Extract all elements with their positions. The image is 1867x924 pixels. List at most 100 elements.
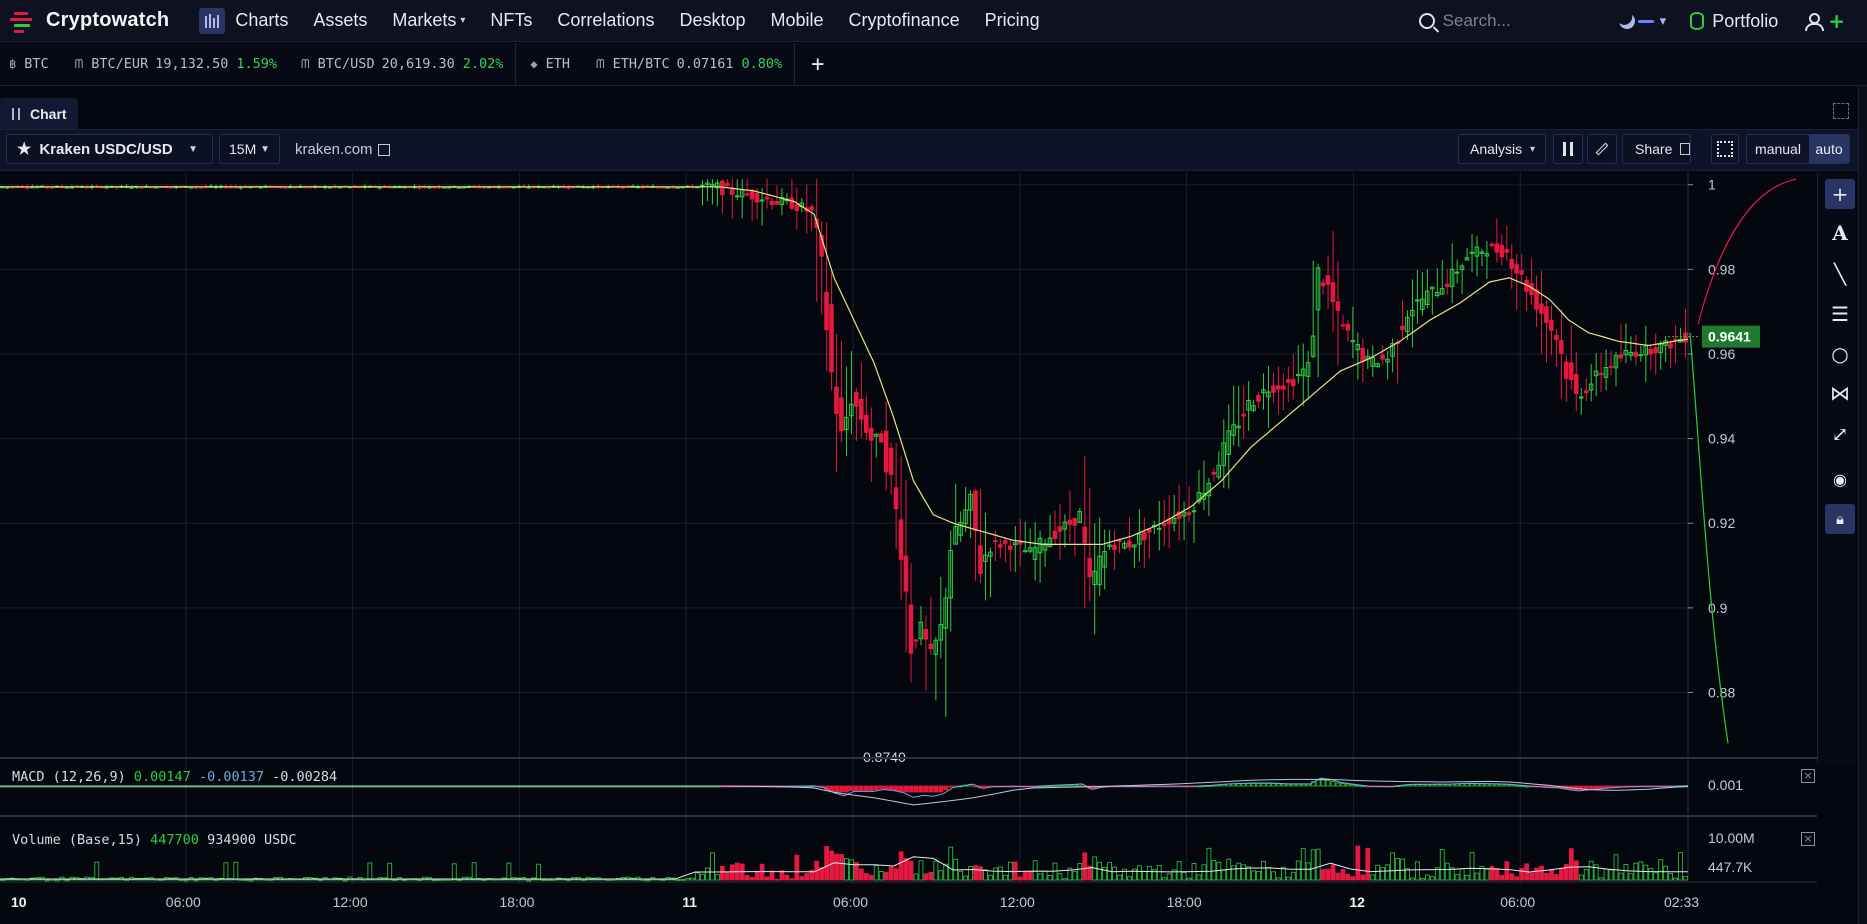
pitchfork-tool-icon[interactable]: ⋈ <box>1830 381 1850 405</box>
candle-body <box>824 291 829 331</box>
close-volume-icon[interactable]: × <box>1801 832 1815 846</box>
nav-assets[interactable]: Assets <box>313 10 368 30</box>
candle-body <box>953 526 958 545</box>
macd-histogram-bar <box>883 785 889 790</box>
candle-body <box>1137 533 1142 545</box>
candle-body <box>1385 358 1390 363</box>
nav-cryptofinance[interactable]: Cryptofinance <box>848 10 960 30</box>
fib-tool-icon[interactable]: ☰ <box>1831 302 1849 326</box>
nav-nfts[interactable]: NFTs <box>490 10 533 30</box>
volume-bar <box>1415 861 1420 881</box>
lock-icon[interactable]: 🔒︎ <box>1825 504 1855 534</box>
candle-body <box>873 433 879 437</box>
nav-correlations[interactable]: Correlations <box>557 10 655 30</box>
text-tool-icon[interactable]: A <box>1832 221 1848 245</box>
page-scrollbar[interactable] <box>1858 86 1867 924</box>
exchange-link[interactable]: kraken.com <box>295 141 390 158</box>
eye-icon[interactable]: ◉ <box>1833 469 1847 489</box>
nav-charts[interactable]: Charts <box>235 10 289 30</box>
expand-icon[interactable] <box>1833 103 1849 119</box>
timeframe-selector[interactable]: 15M ▼ <box>219 134 280 164</box>
search-input[interactable] <box>1442 11 1593 31</box>
volume-bar <box>1509 873 1515 881</box>
y-tick-label: 0.94 <box>1708 431 1735 447</box>
volume-bar <box>1062 878 1068 881</box>
macd-legend-value: MACD (12,26,9) <box>12 769 134 785</box>
analysis-dropdown[interactable]: Analysis ▾ <box>1458 134 1546 164</box>
macd-histogram-bar <box>1489 783 1495 787</box>
ticker-asset-btc[interactable]: ฿ BTC <box>9 56 49 72</box>
y-tick-label: 0.92 <box>1708 515 1735 531</box>
volume-bar <box>1544 872 1549 881</box>
plus-icon[interactable]: + <box>1828 9 1845 33</box>
volume-bar <box>1464 874 1470 881</box>
volume-bar <box>1643 864 1649 881</box>
logo[interactable]: Cryptowatch <box>10 0 169 42</box>
ticker-pair[interactable]: ᗰ ETH/BTC 0.07161 0.80% <box>596 56 782 72</box>
price-chart[interactable]: 10.980.960.940.920.90.880.96411.00130.87… <box>0 172 1817 924</box>
nav-desktop[interactable]: Desktop <box>679 10 746 30</box>
macd-histogram-bar <box>868 785 874 791</box>
theme-toggle[interactable]: ▾ <box>1616 11 1666 32</box>
volume-bar <box>1231 865 1237 881</box>
ticker-asset-eth[interactable]: ◆ ETH <box>530 56 570 72</box>
ticker-pair[interactable]: ᗰ BTC/EUR 19,132.50 1.59% <box>75 56 277 72</box>
line-tool-icon[interactable]: ╲ <box>1833 262 1847 286</box>
volume-bar <box>1166 873 1172 881</box>
candle-body <box>1112 544 1117 550</box>
candle-body <box>769 200 775 206</box>
logo-mark-icon <box>10 8 40 34</box>
candle-body <box>834 386 839 415</box>
tab-chart[interactable]: Chart <box>0 98 78 129</box>
share-button[interactable]: Share <box>1622 134 1691 164</box>
volume-bar <box>908 860 914 881</box>
y-tick-label: 0.98 <box>1708 261 1735 277</box>
close-macd-icon[interactable]: × <box>1801 769 1815 783</box>
crosshair-icon[interactable]: + <box>1825 179 1855 209</box>
add-ticker-button[interactable]: + <box>811 51 825 77</box>
draw-button[interactable] <box>1587 134 1617 164</box>
tab-chart-label: Chart <box>30 105 67 122</box>
candle-body <box>1360 347 1365 362</box>
candle-body <box>1310 335 1316 357</box>
ticker-pair[interactable]: ᗰ BTC/USD 20,619.30 2.02% <box>301 56 503 72</box>
volume-bar <box>566 879 571 882</box>
volume-bar <box>784 874 790 881</box>
star-icon[interactable]: ★ <box>17 141 32 158</box>
volume-bar <box>819 867 825 881</box>
charts-icon[interactable] <box>199 7 226 34</box>
volume-bar <box>754 870 760 881</box>
volume-bar <box>451 863 457 881</box>
chart-type-button[interactable] <box>1553 134 1583 164</box>
volume-bar <box>888 866 894 881</box>
moon-icon <box>1616 11 1637 32</box>
candle-body <box>1241 413 1246 417</box>
candle-body <box>710 183 715 187</box>
fullscreen-button[interactable] <box>1711 134 1739 164</box>
scale-manual-button[interactable]: manual <box>1755 141 1801 157</box>
candle-body <box>1246 399 1251 411</box>
candle-body <box>759 199 765 202</box>
orderbook-ask-curve <box>1697 178 1797 325</box>
candle-body <box>1176 511 1182 519</box>
market-selector[interactable]: ★ Kraken USDC/USD ▼ <box>6 134 213 164</box>
nav-pricing[interactable]: Pricing <box>984 10 1040 30</box>
candle-body <box>1608 365 1614 368</box>
macd-histogram-bar <box>888 785 894 791</box>
candle-body <box>1380 354 1385 360</box>
candle-body <box>1479 251 1485 254</box>
scale-auto-button[interactable]: auto <box>1809 135 1849 163</box>
candle-body <box>839 397 844 432</box>
nav-mobile[interactable]: Mobile <box>770 10 824 30</box>
volume-bar <box>988 874 993 881</box>
circle-tool-icon[interactable]: ○ <box>1831 342 1849 366</box>
user-icon[interactable] <box>1804 12 1825 31</box>
measure-tool-icon[interactable]: ⤢ <box>1831 422 1849 446</box>
candle-body <box>1191 510 1197 513</box>
y-tick-label: 0.96 <box>1708 346 1735 362</box>
volume-bar <box>1474 872 1480 881</box>
x-tick-label: 12 <box>1349 894 1365 910</box>
portfolio-button[interactable]: Portfolio <box>1690 11 1778 32</box>
nav-markets[interactable]: Markets ▾ <box>392 10 465 31</box>
volume-bar <box>660 879 666 882</box>
